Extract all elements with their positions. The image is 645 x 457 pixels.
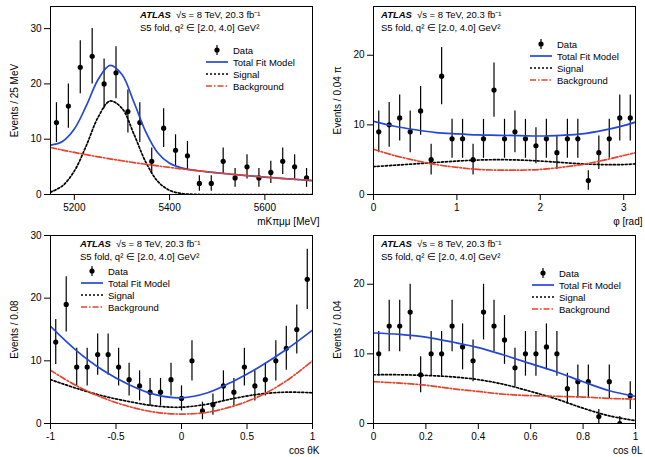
svg-text:10: 10 (353, 348, 365, 359)
svg-text:10: 10 (30, 133, 42, 144)
svg-text:φ [rad]: φ [rad] (613, 216, 642, 227)
svg-text:cos θL: cos θL (613, 445, 643, 456)
svg-text:0: 0 (359, 189, 365, 200)
svg-text:20: 20 (353, 49, 365, 60)
svg-text:5200: 5200 (63, 202, 86, 213)
svg-text:20: 20 (353, 278, 365, 289)
svg-text:0.4: 0.4 (471, 431, 485, 442)
html-text:ATLAS: ATLAS (381, 9, 412, 20)
svg-text:0.8: 0.8 (576, 431, 590, 442)
html-text:Background: Background (557, 74, 608, 86)
svg-text:Events / 25 MeV: Events / 25 MeV (9, 63, 20, 137)
html-text:Signal: Signal (233, 68, 260, 80)
html-text:Signal: Signal (108, 289, 135, 301)
html-text:S5 fold, q² ∈ [2.0, 4.0] GeV²: S5 fold, q² ∈ [2.0, 4.0] GeV² (381, 22, 501, 33)
html-text:Signal: Signal (557, 62, 584, 74)
html-text:Total Fit Model: Total Fit Model (559, 279, 621, 291)
html-text:Data: Data (559, 267, 580, 279)
svg-text:Events / 0.04 π: Events / 0.04 π (332, 66, 343, 134)
svg-text:30: 30 (30, 23, 42, 34)
html-text:√s = 8 TeV, 20.3 fb⁻¹: √s = 8 TeV, 20.3 fb⁻¹ (176, 9, 261, 20)
svg-text:mKπμμ [MeV]: mKπμμ [MeV] (257, 216, 320, 227)
html-text:√s = 8 TeV, 20.3 fb⁻¹: √s = 8 TeV, 20.3 fb⁻¹ (417, 238, 502, 249)
svg-text:10: 10 (30, 355, 42, 366)
svg-text:10: 10 (353, 119, 365, 130)
html-text:Total Fit Model: Total Fit Model (233, 56, 295, 68)
html-text:Signal: Signal (559, 291, 586, 303)
html-text:ATLAS: ATLAS (140, 9, 171, 20)
svg-text:2: 2 (538, 202, 544, 213)
html-text:S5 fold, q² ∈ [2.0, 4.0] GeV²: S5 fold, q² ∈ [2.0, 4.0] GeV² (80, 251, 200, 262)
svg-text:Events / 0.08: Events / 0.08 (9, 300, 20, 359)
html-text:Data: Data (108, 265, 129, 277)
html-text:Total Fit Model: Total Fit Model (108, 277, 170, 289)
svg-text:0: 0 (179, 431, 185, 442)
svg-text:0: 0 (371, 202, 377, 213)
svg-text:5400: 5400 (158, 202, 181, 213)
svg-text:30: 30 (30, 230, 42, 241)
svg-text:0.6: 0.6 (524, 431, 538, 442)
html-text:Background: Background (108, 301, 159, 313)
svg-text:1: 1 (454, 202, 460, 213)
svg-text:0: 0 (36, 418, 42, 429)
svg-text:1: 1 (310, 431, 316, 442)
svg-text:cos θK: cos θK (289, 445, 320, 456)
svg-text:Events / 0.04: Events / 0.04 (332, 300, 343, 359)
html-text:Background: Background (559, 303, 610, 315)
html-text:Total Fit Model: Total Fit Model (557, 50, 619, 62)
svg-text:-0.5: -0.5 (107, 431, 125, 442)
svg-text:20: 20 (30, 292, 42, 303)
html-text:ATLAS: ATLAS (381, 238, 412, 249)
html-text:Data: Data (557, 38, 578, 50)
html-text:√s = 8 TeV, 20.3 fb⁻¹: √s = 8 TeV, 20.3 fb⁻¹ (417, 9, 502, 20)
html-text:√s = 8 TeV, 20.3 fb⁻¹: √s = 8 TeV, 20.3 fb⁻¹ (116, 238, 201, 249)
svg-text:1: 1 (633, 431, 639, 442)
svg-text:20: 20 (30, 78, 42, 89)
html-text:Background: Background (233, 80, 284, 92)
svg-text:0.5: 0.5 (240, 431, 254, 442)
svg-text:3: 3 (621, 202, 627, 213)
html-text:Data: Data (233, 44, 254, 56)
html-text:ATLAS: ATLAS (80, 238, 111, 249)
svg-text:0: 0 (371, 431, 377, 442)
svg-text:5600: 5600 (254, 202, 277, 213)
svg-text:0.2: 0.2 (419, 431, 433, 442)
svg-text:-1: -1 (46, 431, 55, 442)
svg-text:0: 0 (359, 418, 365, 429)
svg-text:0: 0 (36, 189, 42, 200)
html-text:S5 fold, q² ∈ [2.0, 4.0] GeV²: S5 fold, q² ∈ [2.0, 4.0] GeV² (140, 22, 260, 33)
html-text:S5 fold, q² ∈ [2.0, 4.0] GeV²: S5 fold, q² ∈ [2.0, 4.0] GeV² (381, 251, 501, 262)
